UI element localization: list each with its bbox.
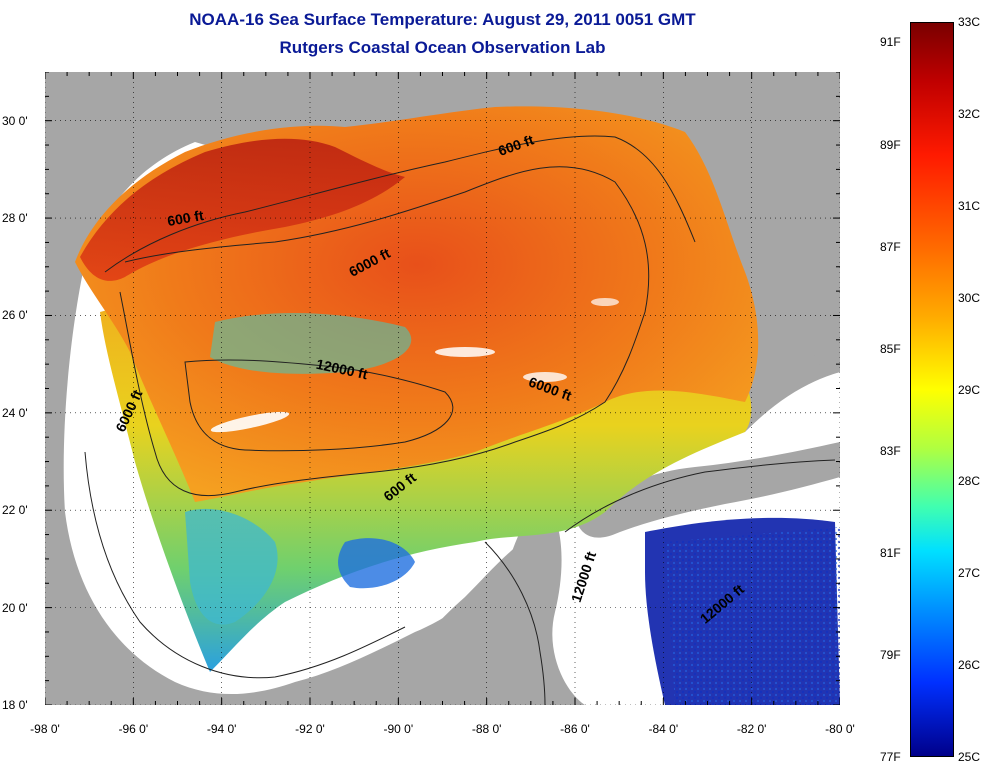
colorbar-celsius-label: 28C bbox=[958, 474, 981, 489]
colorbar-fahrenheit-label: 77F bbox=[880, 750, 901, 764]
colorbar-celsius-label: 31C bbox=[958, 198, 981, 213]
colorbar-celsius-label: 32C bbox=[958, 106, 981, 121]
contour-cuba bbox=[564, 459, 836, 533]
contour-coastal-600 bbox=[84, 451, 406, 679]
contour-depth-label: 600 ft bbox=[166, 207, 205, 229]
y-tick-label: 24 0' bbox=[2, 405, 28, 420]
colorbar-fahrenheit-label: 91F bbox=[880, 35, 901, 50]
caribbean-speckle bbox=[665, 527, 840, 705]
lat-lon-grid bbox=[45, 72, 840, 705]
cool-patch-south bbox=[338, 538, 415, 589]
contour-6000ft bbox=[119, 166, 650, 497]
cuba-landmass bbox=[575, 442, 840, 538]
y-tick-label: 30 0' bbox=[2, 113, 28, 128]
cloud-streak bbox=[210, 411, 290, 433]
map-subtitle: Rutgers Coastal Ocean Observation Lab bbox=[279, 38, 606, 57]
contour-12000ft bbox=[184, 359, 454, 452]
colorbar-fahrenheit-label: 79F bbox=[880, 647, 901, 662]
contour-yucatan bbox=[484, 541, 546, 705]
cloud-streak bbox=[435, 347, 495, 357]
y-tick-label: 20 0' bbox=[2, 600, 28, 615]
colorbar-celsius-label: 26C bbox=[958, 658, 981, 673]
y-tick-label: 18 0' bbox=[2, 698, 28, 712]
colorbar-celsius-label: 27C bbox=[958, 566, 981, 581]
cloud-streak bbox=[591, 298, 619, 306]
x-tick-label: -90 0' bbox=[383, 722, 414, 736]
x-tick-label: -84 0' bbox=[648, 722, 679, 736]
x-tick-label: -86 0' bbox=[560, 722, 590, 736]
map-title: NOAA-16 Sea Surface Temperature: August … bbox=[189, 10, 696, 29]
temperature-colorbar bbox=[910, 22, 954, 757]
colorbar-celsius-label: 33C bbox=[958, 15, 981, 29]
yucatan-landmass bbox=[375, 527, 547, 705]
colorbar-fahrenheit-label: 87F bbox=[880, 239, 901, 254]
colorbar-celsius-label: 25C bbox=[958, 750, 981, 764]
colorbar-celsius-label: 29C bbox=[958, 382, 981, 397]
x-tick-label: -94 0' bbox=[206, 722, 237, 736]
sst-coastal-hot bbox=[80, 138, 405, 281]
cool-patch-west bbox=[185, 508, 278, 625]
x-tick-label: -88 0' bbox=[471, 722, 502, 736]
x-tick-label: -80 0' bbox=[825, 722, 855, 736]
bathymetry-contours bbox=[84, 135, 836, 705]
y-tick-label: 22 0' bbox=[2, 503, 28, 518]
cool-patch-mid bbox=[210, 312, 412, 374]
colorbar-fahrenheit-label: 85F bbox=[880, 341, 901, 356]
colorbar-celsius-label: 30C bbox=[958, 290, 981, 305]
y-tick-label: 28 0' bbox=[2, 211, 28, 226]
colorbar-fahrenheit-label: 81F bbox=[880, 545, 901, 560]
x-tick-label: -92 0' bbox=[295, 722, 325, 736]
florida-landmass bbox=[741, 72, 840, 373]
colorbar-fahrenheit-label: 83F bbox=[880, 443, 901, 458]
contour-600ft bbox=[104, 135, 696, 273]
colorbar-fahrenheit-label: 89F bbox=[880, 137, 901, 152]
y-tick-label: 26 0' bbox=[2, 308, 28, 323]
x-tick-label: -96 0' bbox=[118, 722, 149, 736]
cloud-streak bbox=[523, 372, 567, 382]
x-tick-label: -82 0' bbox=[736, 722, 767, 736]
x-tick-label: -98 0' bbox=[30, 722, 60, 736]
